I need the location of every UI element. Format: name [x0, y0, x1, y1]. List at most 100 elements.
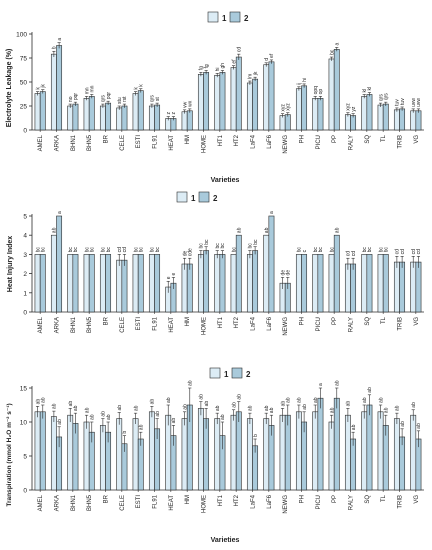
bar-series-2 — [235, 234, 242, 313]
significance-label: ab — [182, 404, 188, 410]
significance-label: cd — [395, 249, 401, 255]
bar-series-2 — [366, 404, 373, 491]
bar-series-1 — [181, 111, 188, 131]
significance-label: ab — [362, 397, 368, 403]
bar-series-2 — [333, 49, 340, 131]
bar-series-2 — [88, 96, 95, 131]
bar-series-2 — [105, 254, 112, 313]
significance-label: bc — [133, 247, 139, 253]
bar-series-2 — [366, 254, 373, 313]
legend-swatch-1 — [176, 191, 188, 203]
significance-label: k — [139, 84, 145, 87]
significance-label: mn — [90, 85, 96, 92]
transpiration-panel: 1 2 Transpiration (mmol H₂O m⁻² s⁻¹) Var… — [6, 367, 424, 544]
bar-series-2 — [137, 438, 144, 491]
x-tick-label: HM — [185, 317, 191, 326]
significance-label: b — [253, 434, 259, 437]
x-tick-label: RALY — [349, 495, 355, 510]
x-axis-label: Varieties — [211, 177, 240, 184]
significance-label: a — [335, 42, 341, 45]
significance-label: z — [171, 112, 177, 115]
x-tick-label: PICU — [316, 495, 322, 509]
bar-series-1 — [410, 261, 417, 313]
x-tick-label: RALY — [349, 135, 355, 150]
significance-label: wx — [188, 100, 194, 107]
bar-series-1 — [246, 254, 253, 313]
bar-series-1 — [181, 263, 188, 313]
significance-label: ab — [346, 401, 352, 407]
bar-series-1 — [197, 254, 204, 313]
bar-series-1 — [344, 263, 351, 313]
significance-label: ab — [248, 405, 254, 411]
x-tick-label: ESTI — [136, 135, 142, 149]
bar-series-1 — [344, 114, 351, 131]
x-tick-label: LaF6 — [267, 134, 273, 148]
legend-label-2: 2 — [244, 14, 249, 23]
x-tick-label: BHN1 — [71, 316, 77, 333]
significance-label: e — [166, 276, 172, 279]
legend-label-2: 2 — [213, 194, 218, 203]
bar-series-2 — [235, 56, 242, 131]
bar-series-1 — [279, 115, 286, 131]
significance-label: bc — [199, 243, 205, 249]
significance-label: k — [35, 87, 41, 90]
bar-series-2 — [121, 259, 128, 313]
x-tick-label: HT2 — [234, 134, 240, 146]
bar-series-2 — [219, 72, 226, 131]
significance-label: ab — [166, 397, 172, 403]
bar-series-1 — [263, 234, 270, 313]
bar-series-2 — [333, 397, 340, 491]
x-tick-label: LaF4 — [251, 134, 257, 148]
bar-series-1 — [34, 411, 41, 491]
significance-label: bc — [106, 247, 112, 253]
significance-label: b — [122, 431, 128, 434]
y-tick-label: 3 — [23, 252, 27, 259]
significance-label: ab — [171, 418, 177, 424]
significance-label: no — [68, 96, 74, 102]
y-tick-label: 15 — [20, 386, 28, 393]
bar-series-1 — [83, 254, 90, 313]
x-tick-label: AMEL — [38, 494, 44, 511]
significance-label: ab — [188, 380, 194, 386]
bar-series-1 — [116, 259, 123, 313]
significance-label: ab — [237, 394, 243, 400]
significance-label: ab — [280, 401, 286, 407]
bar-series-2 — [252, 78, 259, 131]
bar-series-1 — [132, 418, 139, 491]
bar-series-2 — [252, 250, 259, 313]
significance-label: kl — [367, 87, 373, 91]
significance-label: qrs — [101, 95, 107, 102]
significance-label: ab — [68, 401, 74, 407]
bar-series-1 — [165, 414, 172, 491]
significance-label: ab — [302, 404, 308, 410]
bar-series-1 — [393, 261, 400, 313]
x-tick-label: NEWG — [283, 495, 289, 514]
legend-swatch-1 — [207, 11, 219, 23]
significance-label: qrs — [384, 93, 390, 100]
x-tick-label: ARKA — [55, 135, 61, 151]
y-tick-label: 0 — [23, 310, 27, 317]
significance-label: cd — [122, 247, 128, 253]
significance-label: ab — [52, 403, 58, 409]
bar-series-1 — [312, 98, 319, 131]
significance-label: bc — [139, 247, 145, 253]
x-tick-label: HEAT — [169, 317, 175, 333]
bar-series-1 — [279, 414, 286, 491]
bar-series-2 — [105, 102, 112, 131]
significance-label: c — [302, 249, 308, 252]
bar-series-1 — [116, 418, 123, 491]
significance-label: ab — [150, 399, 156, 405]
x-tick-label: PICU — [316, 317, 322, 331]
bar-series-1 — [197, 74, 204, 131]
legend-swatch-2 — [229, 11, 241, 23]
bar-series-1 — [67, 254, 74, 313]
bar-series-2 — [268, 61, 275, 131]
significance-label: ab — [117, 405, 123, 411]
bar-series-1 — [295, 254, 302, 313]
x-tick-label: LaF6 — [267, 494, 273, 508]
y-tick-label: 10 — [20, 420, 28, 427]
significance-label: qrs — [150, 95, 156, 102]
x-tick-label: HT1 — [218, 494, 224, 506]
